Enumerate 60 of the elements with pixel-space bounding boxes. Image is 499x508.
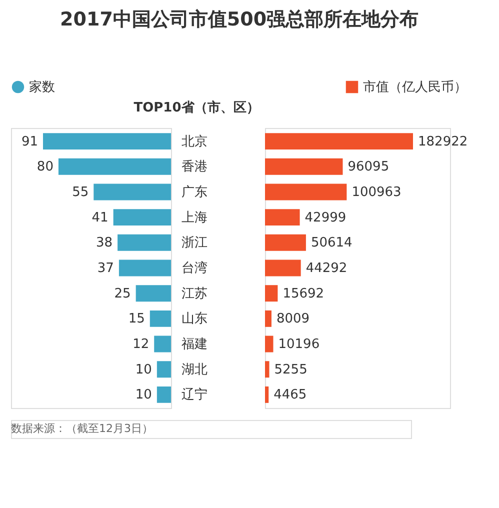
y-tick-label: 辽宁 (182, 386, 208, 403)
y-tick-label: 香港 (182, 160, 208, 175)
bar (150, 310, 171, 327)
bar (265, 310, 272, 327)
data-label: 41 (92, 210, 108, 226)
legend-label: 市值（亿人民币） (363, 80, 467, 95)
data-label: 91 (21, 134, 38, 150)
bar (265, 361, 270, 378)
bar (156, 361, 171, 378)
source-note: 数据来源：（截至12月3日） (11, 422, 153, 435)
data-label: 80 (36, 160, 54, 175)
bar (265, 133, 413, 150)
bar (43, 133, 171, 150)
data-label: 5255 (274, 362, 308, 378)
y-axis-title: TOP10省（市、区） (134, 100, 260, 116)
data-label: 25 (114, 286, 131, 302)
data-label: 38 (96, 236, 113, 251)
data-label: 37 (97, 261, 114, 276)
data-label: 50614 (310, 236, 352, 251)
bar (265, 336, 274, 352)
bar (265, 285, 278, 302)
bar (58, 158, 171, 175)
y-tick-label: 福建 (182, 337, 208, 352)
data-label: 96095 (348, 160, 390, 175)
y-tick-label: 广东 (182, 184, 208, 200)
bar (154, 336, 171, 352)
bar (265, 209, 300, 226)
y-tick-label: 上海 (182, 210, 208, 226)
data-label: 12 (132, 337, 150, 352)
data-label: 182922 (418, 134, 468, 150)
data-label: 100963 (352, 184, 402, 200)
bar (265, 260, 301, 276)
data-label: 10 (135, 362, 152, 378)
data-label: 15 (128, 312, 145, 327)
data-label: 55 (72, 184, 89, 200)
data-label: 10 (135, 388, 152, 403)
bar (118, 234, 171, 251)
y-tick-label: 山东 (182, 312, 208, 327)
data-label: 44292 (306, 261, 348, 276)
legend-label: 家数 (29, 79, 55, 95)
data-label: 8009 (276, 312, 310, 327)
bar (156, 386, 171, 403)
bar (265, 158, 343, 175)
data-label: 15692 (282, 286, 324, 302)
y-tick-label: 北京 (182, 134, 208, 150)
bar (265, 386, 269, 403)
bar (118, 260, 171, 276)
y-tick-label: 江苏 (182, 286, 208, 302)
bar (265, 234, 306, 251)
y-tick-label: 浙江 (182, 236, 208, 251)
bar (113, 209, 171, 226)
data-label: 4465 (274, 388, 307, 403)
text: 2017中国公司市值500强总部所在地分布 (60, 8, 419, 30)
y-tick-label: 台湾 (182, 260, 208, 276)
data-label: 42999 (304, 210, 346, 226)
bar (136, 285, 171, 302)
data-label: 10196 (278, 337, 320, 352)
y-tick-label: 湖北 (182, 362, 208, 378)
bar (265, 184, 347, 200)
bar (94, 184, 171, 200)
